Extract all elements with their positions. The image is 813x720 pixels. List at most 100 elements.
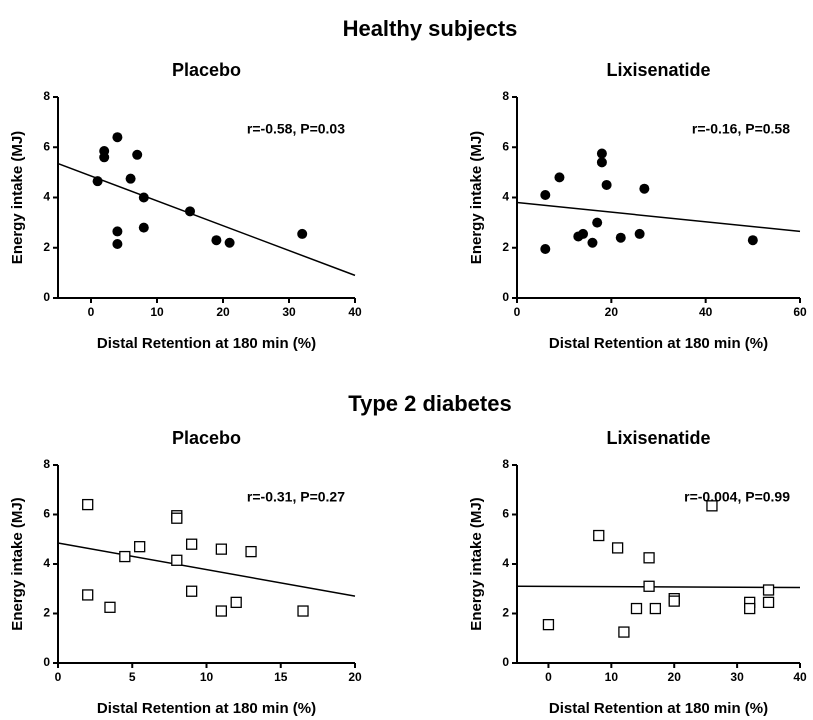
point xyxy=(215,605,228,617)
point xyxy=(185,206,195,217)
point xyxy=(596,148,607,159)
panel-title: Lixisenatide xyxy=(606,428,710,448)
y-axis-label: Energy intake (MJ) xyxy=(9,497,26,630)
point xyxy=(138,192,149,203)
point xyxy=(744,602,756,615)
annotation: r=-0.58, P=0.03 xyxy=(247,121,345,137)
point xyxy=(92,176,103,187)
point xyxy=(587,237,598,248)
section-heading: Healthy subjects xyxy=(343,16,518,41)
section-heading: Type 2 diabetes xyxy=(348,391,511,416)
point xyxy=(99,152,110,163)
point xyxy=(611,542,624,554)
annotation: r=-0.16, P=0.58 xyxy=(692,121,790,137)
point xyxy=(615,232,626,243)
y-tick-label: 6 xyxy=(502,507,509,521)
x-tick-label: 40 xyxy=(348,305,362,319)
x-tick-label: 20 xyxy=(348,670,362,684)
x-tick-label: 5 xyxy=(129,670,136,684)
point xyxy=(211,235,222,246)
annotation: r=-0.004, P=0.99 xyxy=(684,489,790,505)
y-tick-label: 6 xyxy=(502,139,509,153)
y-tick-label: 8 xyxy=(502,89,509,103)
x-axis-label: Distal Retention at 180 min (%) xyxy=(549,700,768,717)
point xyxy=(297,228,308,239)
x-tick-label: 30 xyxy=(730,670,744,684)
point xyxy=(596,157,607,168)
y-axis-label: Energy intake (MJ) xyxy=(468,131,485,264)
y-tick-label: 0 xyxy=(43,290,50,304)
point xyxy=(185,538,198,550)
point xyxy=(630,602,643,615)
point xyxy=(542,618,555,631)
point xyxy=(634,228,645,239)
point xyxy=(104,601,116,613)
x-axis-label: Distal Retention at 180 min (%) xyxy=(549,335,768,352)
x-axis-label: Distal Retention at 180 min (%) xyxy=(97,335,316,352)
point xyxy=(643,552,655,564)
y-tick-label: 2 xyxy=(502,240,509,254)
y-tick-label: 2 xyxy=(502,606,509,620)
x-tick-label: 60 xyxy=(793,305,807,319)
point xyxy=(82,498,94,511)
point xyxy=(112,226,123,237)
y-tick-label: 0 xyxy=(502,655,509,669)
x-tick-label: 40 xyxy=(699,305,713,319)
point xyxy=(82,589,94,601)
point xyxy=(134,541,146,553)
point xyxy=(230,596,242,609)
point xyxy=(578,228,589,239)
x-tick-label: 15 xyxy=(274,670,288,684)
x-tick-label: 10 xyxy=(605,670,619,684)
panel-title: Lixisenatide xyxy=(606,60,710,80)
point xyxy=(540,189,551,200)
x-tick-label: 10 xyxy=(200,670,214,684)
y-tick-label: 6 xyxy=(43,139,50,153)
point xyxy=(601,179,612,190)
point xyxy=(592,217,603,228)
x-tick-label: 0 xyxy=(88,305,95,319)
y-tick-label: 4 xyxy=(502,190,509,204)
y-tick-label: 2 xyxy=(43,240,50,254)
point xyxy=(119,550,131,563)
y-tick-label: 0 xyxy=(502,290,509,304)
point xyxy=(245,545,257,558)
point xyxy=(297,605,309,617)
panel: Placebo r=-0.58, P=0.03 Distal Retention a… xyxy=(9,60,362,352)
y-tick-label: 8 xyxy=(43,89,50,103)
point xyxy=(762,596,775,609)
y-tick-label: 6 xyxy=(43,507,50,521)
y-tick-label: 0 xyxy=(43,655,50,669)
point xyxy=(171,512,183,524)
x-tick-label: 20 xyxy=(216,305,230,319)
point xyxy=(132,149,143,160)
point xyxy=(224,237,235,248)
y-tick-label: 4 xyxy=(43,556,50,570)
y-tick-label: 8 xyxy=(43,457,50,471)
point xyxy=(747,235,758,246)
x-tick-label: 0 xyxy=(514,305,521,319)
x-tick-label: 20 xyxy=(605,305,619,319)
y-axis-label: Energy intake (MJ) xyxy=(468,497,485,630)
panel: Placebo r=-0.31, P=0.27 Distal Retention a… xyxy=(9,428,362,717)
point xyxy=(171,554,183,566)
point xyxy=(643,580,655,592)
point xyxy=(762,584,775,596)
x-tick-label: 0 xyxy=(545,670,552,684)
fit-line xyxy=(516,585,801,589)
y-tick-label: 8 xyxy=(502,457,509,471)
point xyxy=(112,238,123,249)
point xyxy=(540,244,551,255)
point xyxy=(112,132,123,143)
point xyxy=(125,173,136,184)
panel-title: Placebo xyxy=(172,60,241,80)
point xyxy=(706,500,718,512)
x-tick-label: 30 xyxy=(282,305,296,319)
panel-title: Placebo xyxy=(172,428,241,448)
fit-line xyxy=(57,162,356,277)
x-axis-label: Distal Retention at 180 min (%) xyxy=(97,700,316,717)
fit-line xyxy=(57,542,356,597)
point xyxy=(554,172,565,183)
point xyxy=(593,529,605,542)
